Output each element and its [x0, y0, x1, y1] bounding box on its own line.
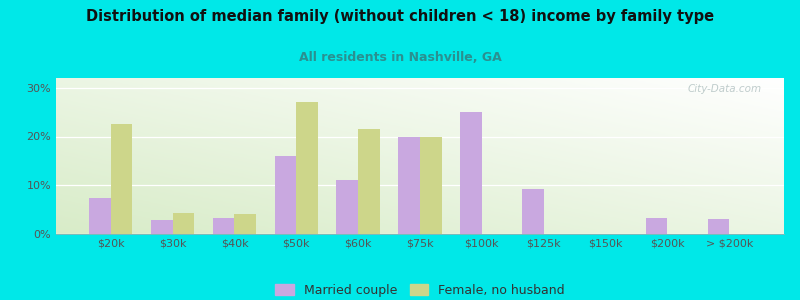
Bar — [420, 136, 442, 234]
Bar — [173, 213, 194, 234]
Bar — [274, 156, 296, 234]
Bar — [89, 198, 110, 234]
Text: Distribution of median family (without children < 18) income by family type: Distribution of median family (without c… — [86, 9, 714, 24]
Bar — [296, 102, 318, 234]
Bar — [708, 219, 730, 234]
Bar — [522, 189, 544, 234]
Bar — [358, 129, 380, 234]
Bar — [213, 218, 234, 234]
Bar — [646, 218, 667, 234]
Text: All residents in Nashville, GA: All residents in Nashville, GA — [298, 51, 502, 64]
Bar — [151, 220, 173, 234]
Bar — [460, 112, 482, 234]
Legend: Married couple, Female, no husband: Married couple, Female, no husband — [275, 284, 565, 297]
Bar — [337, 180, 358, 234]
Bar — [110, 124, 132, 234]
Bar — [234, 214, 256, 234]
Text: City-Data.com: City-Data.com — [688, 84, 762, 94]
Bar — [398, 136, 420, 234]
